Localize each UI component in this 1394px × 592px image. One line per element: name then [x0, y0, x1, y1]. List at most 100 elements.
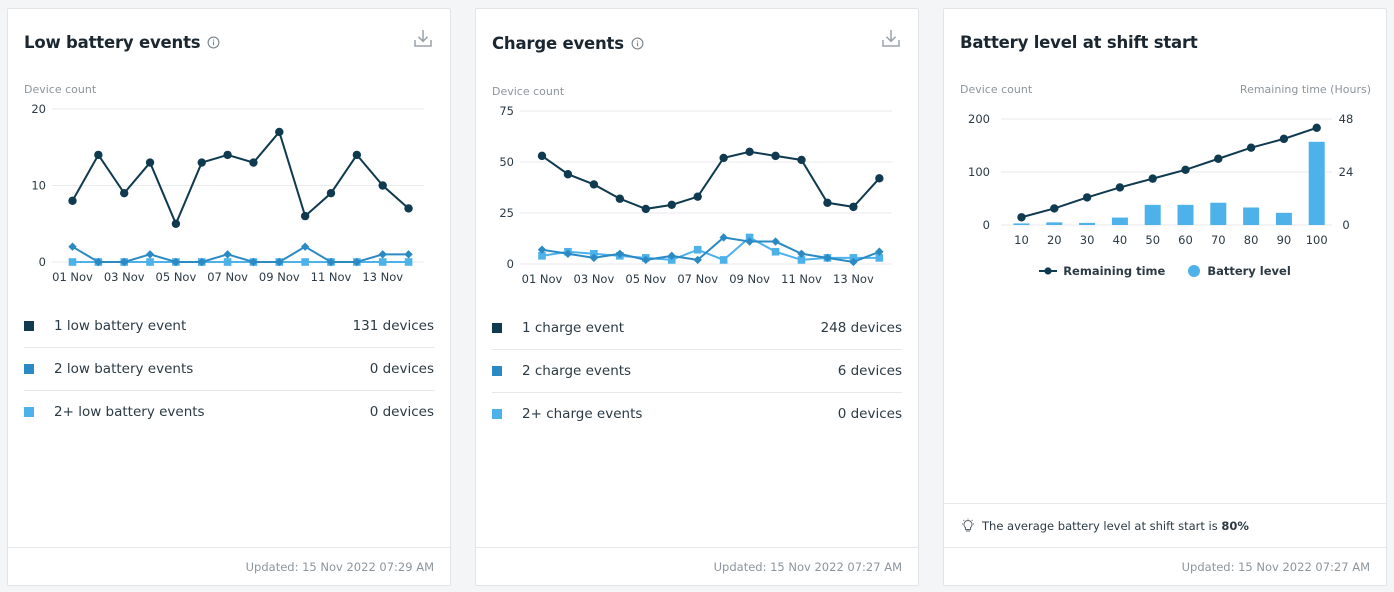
data-point[interactable] — [719, 233, 728, 242]
bar[interactable] — [1144, 204, 1161, 225]
data-point[interactable] — [875, 247, 884, 256]
info-icon[interactable] — [207, 36, 220, 49]
data-point[interactable] — [849, 202, 858, 212]
tip-text-main: The average battery level at shift start… — [982, 518, 1222, 533]
data-point[interactable] — [615, 249, 625, 258]
data-point[interactable] — [68, 258, 77, 266]
data-point[interactable] — [719, 256, 728, 264]
card-title: Charge events — [492, 34, 644, 53]
data-point[interactable] — [589, 180, 599, 189]
bar[interactable] — [1243, 207, 1260, 225]
data-point[interactable] — [771, 151, 780, 161]
data-point[interactable] — [223, 150, 232, 160]
x-tick-label: 07 Nov — [677, 272, 718, 286]
data-point[interactable] — [849, 257, 858, 267]
data-point[interactable] — [145, 250, 155, 259]
data-point[interactable] — [875, 254, 884, 262]
data-point[interactable] — [537, 245, 547, 254]
info-icon[interactable] — [631, 37, 644, 50]
data-point[interactable] — [223, 250, 232, 259]
data-point[interactable] — [404, 250, 413, 259]
tip-value: 80% — [1221, 518, 1249, 533]
bar[interactable] — [1111, 217, 1128, 225]
data-point[interactable] — [1050, 204, 1059, 213]
data-point[interactable] — [120, 188, 129, 198]
bar[interactable] — [1177, 204, 1194, 225]
data-point[interactable] — [326, 188, 336, 198]
data-point[interactable] — [823, 198, 832, 207]
data-point[interactable] — [693, 245, 702, 254]
card-footer-updated: Updated: 15 Nov 2022 07:27 AM — [944, 547, 1386, 585]
data-point[interactable] — [275, 257, 284, 267]
data-point[interactable] — [146, 258, 154, 266]
data-point[interactable] — [94, 257, 103, 267]
data-point[interactable] — [300, 242, 310, 251]
data-point[interactable] — [68, 196, 77, 205]
data-point[interactable] — [797, 256, 806, 264]
bar[interactable] — [1079, 222, 1096, 225]
data-point[interactable] — [249, 158, 258, 167]
legend-item-remaining-time[interactable]: Remaining time — [1039, 264, 1165, 278]
legend-item-battery-level[interactable]: Battery level — [1187, 264, 1291, 278]
data-point[interactable] — [797, 249, 806, 258]
data-point[interactable] — [745, 237, 754, 246]
data-point[interactable] — [563, 170, 573, 179]
data-point[interactable] — [378, 181, 387, 190]
data-point[interactable] — [797, 155, 806, 165]
data-point[interactable] — [538, 252, 546, 260]
data-point[interactable] — [223, 258, 232, 266]
chart-legend: Remaining time Battery level — [944, 264, 1386, 278]
data-point[interactable] — [145, 158, 155, 167]
data-point[interactable] — [249, 257, 258, 267]
bar[interactable] — [1308, 141, 1325, 225]
data-point[interactable] — [378, 250, 387, 259]
data-point[interactable] — [301, 258, 309, 266]
data-point[interactable] — [197, 257, 206, 267]
data-point[interactable] — [1115, 183, 1125, 192]
data-point[interactable] — [693, 192, 702, 201]
data-point[interactable] — [404, 204, 413, 213]
bar[interactable] — [1275, 212, 1292, 225]
legend-swatch-mid — [24, 364, 34, 374]
card-title-text: Battery level at shift start — [960, 33, 1198, 52]
data-point[interactable] — [1082, 193, 1092, 202]
data-point[interactable] — [68, 242, 77, 251]
bar[interactable] — [1013, 223, 1030, 225]
data-point[interactable] — [771, 237, 780, 246]
data-point[interactable] — [771, 247, 780, 256]
legend-swatch-dark — [24, 321, 34, 331]
data-point[interactable] — [641, 204, 650, 214]
data-point[interactable] — [745, 147, 754, 156]
bar[interactable] — [1210, 202, 1227, 225]
data-point[interactable] — [667, 251, 676, 261]
data-point[interactable] — [537, 151, 547, 161]
data-point[interactable] — [326, 257, 336, 267]
legend-count: 0 devices — [369, 404, 434, 420]
data-point[interactable] — [94, 150, 103, 160]
data-point[interactable] — [404, 258, 413, 266]
data-point[interactable] — [1181, 165, 1190, 174]
data-point[interactable] — [120, 257, 129, 267]
x-tick-label: 10 — [1014, 233, 1029, 247]
data-point[interactable] — [197, 158, 206, 167]
data-point[interactable] — [1246, 143, 1256, 152]
data-point[interactable] — [1148, 174, 1157, 183]
data-point[interactable] — [1312, 123, 1321, 133]
data-point[interactable] — [719, 153, 728, 163]
data-point[interactable] — [875, 174, 884, 183]
data-point[interactable] — [171, 219, 181, 228]
data-point[interactable] — [352, 257, 362, 267]
data-point[interactable] — [352, 150, 362, 160]
data-point[interactable] — [615, 194, 625, 203]
data-point[interactable] — [378, 258, 387, 266]
data-point[interactable] — [1214, 154, 1223, 163]
data-point[interactable] — [300, 211, 310, 221]
download-icon[interactable] — [412, 27, 434, 49]
data-point[interactable] — [275, 127, 284, 137]
data-point[interactable] — [1017, 213, 1026, 222]
data-point[interactable] — [171, 257, 181, 267]
download-icon[interactable] — [880, 27, 902, 49]
bar[interactable] — [1046, 222, 1063, 225]
data-point[interactable] — [667, 200, 676, 210]
data-point[interactable] — [1279, 134, 1289, 144]
